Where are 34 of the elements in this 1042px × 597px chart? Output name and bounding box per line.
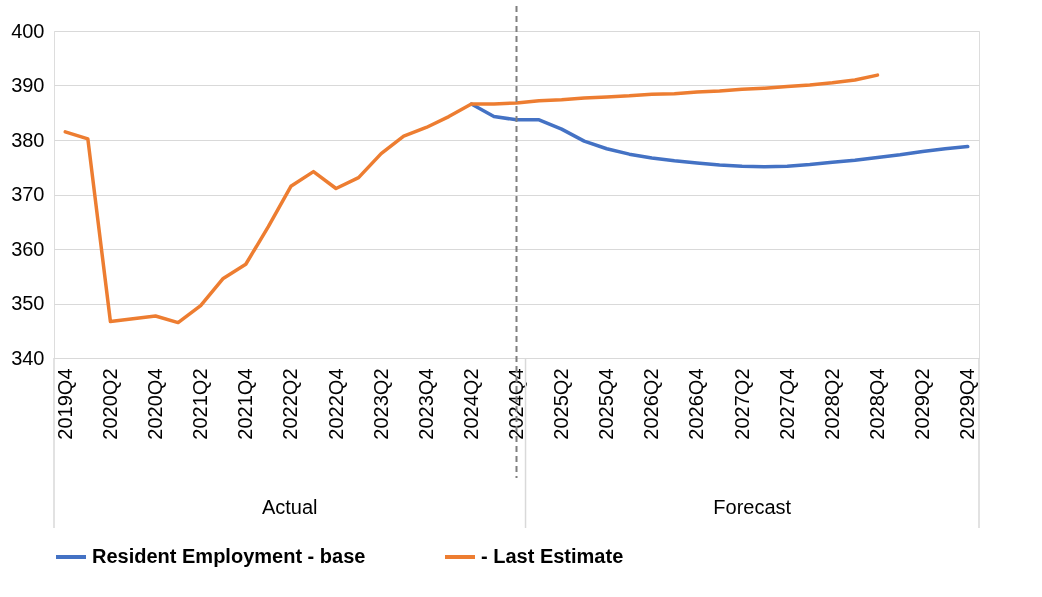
x-tick-label: 2027Q4 <box>775 368 798 440</box>
x-tick-label: 2021Q2 <box>189 368 212 440</box>
x-tick-label: 2022Q4 <box>324 368 347 440</box>
y-tick-label: 350 <box>11 292 45 314</box>
x-tick-label: 2025Q4 <box>595 368 618 440</box>
text: Forecast <box>713 496 792 518</box>
text: Actual <box>261 496 318 518</box>
x-tick-label: 2027Q2 <box>730 368 753 440</box>
y-tick-label: 400 <box>11 19 45 42</box>
x-tick-label: 2026Q4 <box>685 368 708 440</box>
y-tick-label: 340 <box>11 346 45 369</box>
x-tick-label: 2022Q2 <box>279 368 302 440</box>
x-tick-label: 2029Q2 <box>911 368 934 440</box>
x-tick-label: 2024Q2 <box>459 368 482 440</box>
legend-label: Resident Employment - base <box>92 545 366 567</box>
line-series <box>63 73 880 325</box>
x-tick-label: 2028Q2 <box>820 368 843 440</box>
x-tick-label: 2023Q4 <box>414 368 437 440</box>
y-tick-label: 370 <box>11 183 45 205</box>
y-tick-label: 360 <box>11 237 45 260</box>
legend-label: - Last Estimate <box>481 545 624 567</box>
x-tick-label: 2023Q2 <box>369 368 392 440</box>
x-tick-label: 2025Q2 <box>550 368 573 440</box>
x-tick-label: 2028Q4 <box>865 368 888 440</box>
x-tick-label: 2024Q4 <box>505 368 527 440</box>
x-tick-label: 2020Q4 <box>144 368 167 440</box>
y-tick-label: 390 <box>11 74 45 96</box>
x-tick-label: 2021Q4 <box>234 368 257 440</box>
x-tick-label: 2029Q4 <box>956 368 979 440</box>
x-tick-label: 2019Q4 <box>53 368 76 440</box>
y-tick-label: 380 <box>11 128 45 151</box>
x-tick-label: 2026Q2 <box>640 368 663 440</box>
x-tick-label: 2020Q2 <box>98 368 121 440</box>
line-series <box>469 102 970 169</box>
